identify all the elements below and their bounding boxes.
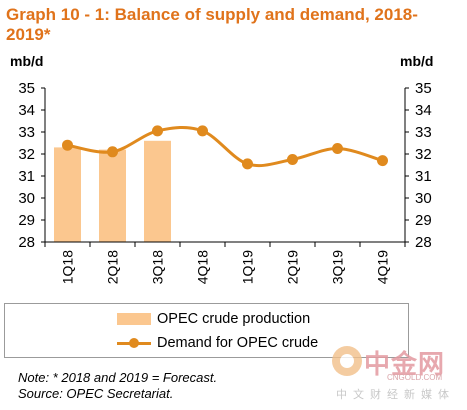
y-tick-label-right: 28 <box>415 234 432 251</box>
y-tick-label-right: 34 <box>415 102 432 119</box>
y-axis-right-unit: mb/d <box>400 53 434 69</box>
x-tick-label-2Q19: 2Q19 <box>285 250 301 284</box>
y-tick-label-right: 32 <box>415 146 432 163</box>
y-tick-label-right: 33 <box>415 124 432 141</box>
x-tick-label-2Q18: 2Q18 <box>105 250 121 284</box>
point-3Q19 <box>332 143 343 154</box>
legend-item-line: Demand for OPEC crude <box>5 332 318 354</box>
watermark-logo: 中金网 CNGOLD.COM 中文财经新媒体 <box>330 340 465 402</box>
point-2Q19 <box>287 154 298 165</box>
legend-item-bar: OPEC crude production <box>5 308 310 330</box>
point-1Q18 <box>62 139 73 151</box>
legend-line-swatch <box>117 337 151 349</box>
point-2Q18 <box>107 146 118 158</box>
bar-2Q18 <box>99 149 126 242</box>
chart-plot: 28 28 29 29 30 30 31 31 32 32 33 33 34 34 35 35 1Q18 2Q18… <box>18 80 432 284</box>
point-1Q19 <box>242 158 253 170</box>
watermark-text: 中金网 <box>364 350 446 380</box>
watermark-sub2: 中文财经新媒体 <box>336 388 455 401</box>
bar-3Q18 <box>144 140 171 242</box>
point-4Q18 <box>197 125 208 137</box>
watermark-sub: CNGOLD.COM <box>387 373 443 382</box>
legend-bar-label: OPEC crude production <box>157 311 311 327</box>
y-tick-label-right: 30 <box>415 190 432 207</box>
y-tick-label-left: 28 <box>18 234 35 251</box>
y-tick-label-left: 33 <box>18 124 35 141</box>
x-tick-label-1Q18: 1Q18 <box>60 250 76 284</box>
x-tick-label-3Q18: 3Q18 <box>150 250 166 284</box>
x-tick-label-3Q19: 3Q19 <box>330 250 346 284</box>
note-forecast: Note: * 2018 and 2019 = Forecast. <box>18 370 218 385</box>
y-axis-left-unit: mb/d <box>10 53 44 69</box>
x-tick-label-1Q19: 1Q19 <box>240 250 256 284</box>
y-tick-label-right: 31 <box>415 168 432 185</box>
y-tick-label-left: 31 <box>18 168 35 185</box>
y-tick-label-left: 30 <box>18 190 35 207</box>
y-tick-label-left: 34 <box>18 102 35 119</box>
x-tick-label-4Q19: 4Q19 <box>375 250 391 284</box>
bar-1Q18 <box>54 147 81 242</box>
y-tick-label-right: 35 <box>415 80 432 97</box>
x-tick-label-4Q18: 4Q18 <box>195 250 211 284</box>
note-source: Source: OPEC Secretariat. <box>18 386 174 401</box>
y-tick-label-left: 29 <box>18 212 35 229</box>
y-tick-label-right: 29 <box>415 212 432 229</box>
legend-bar-swatch <box>117 313 151 325</box>
chart-title: Graph 10 - 1: Balance of supply and dema… <box>6 5 418 44</box>
legend-line-label: Demand for OPEC crude <box>157 335 319 351</box>
point-4Q19 <box>377 155 388 167</box>
watermark-logo-icon <box>332 346 362 376</box>
y-tick-label-left: 35 <box>18 80 35 97</box>
point-3Q18 <box>152 125 163 137</box>
y-tick-label-left: 32 <box>18 146 35 163</box>
